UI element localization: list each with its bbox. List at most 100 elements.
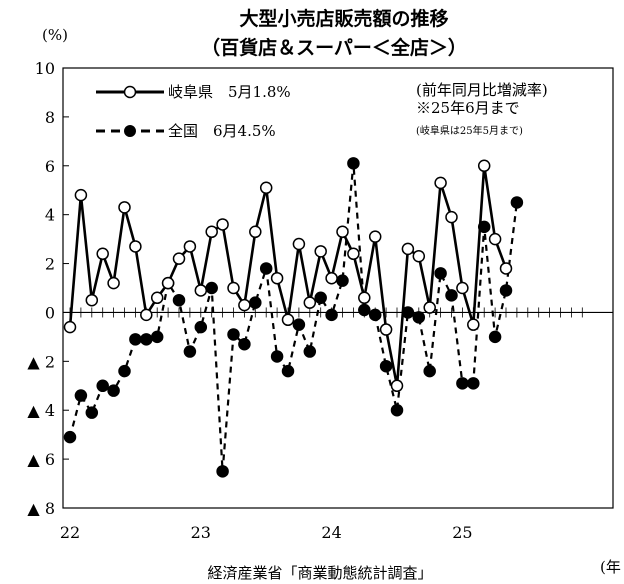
data-point-national: [96, 379, 109, 393]
data-point-gifu: [314, 245, 327, 258]
x-tick-label: 23: [191, 523, 211, 542]
data-point-gifu: [227, 281, 240, 295]
data-point-national: [259, 262, 273, 275]
y-tick-label: ▲ 8: [27, 499, 55, 518]
legend-label-gifu: 岐阜県 5月1.8%: [168, 83, 291, 101]
data-point-national: [499, 284, 513, 297]
data-point-gifu: [107, 276, 120, 290]
y-tick-label: 8: [45, 108, 55, 127]
data-point-national: [379, 359, 393, 373]
data-point-national: [107, 384, 120, 397]
source-text: 経済産業省「商業動態統計調査」: [207, 564, 432, 582]
data-point-gifu: [390, 379, 404, 393]
y-tick-label: ▲ 6: [27, 450, 55, 469]
data-point-national: [412, 311, 426, 324]
series-layer: [63, 157, 524, 478]
data-point-national: [292, 318, 306, 331]
data-point-gifu: [172, 252, 186, 265]
chart-subtitle: （百貨店＆スーパー＜全店＞）: [201, 36, 467, 59]
data-point-national: [227, 328, 240, 341]
data-point-national: [172, 293, 186, 307]
data-point-national: [336, 274, 349, 287]
data-point-national: [205, 281, 218, 295]
chart-title: 大型小売店販売額の推移: [239, 7, 448, 30]
data-point-gifu: [238, 298, 251, 312]
data-point-gifu: [161, 276, 175, 290]
data-point-national: [477, 220, 491, 234]
data-point-gifu: [140, 308, 153, 322]
data-point-gifu: [118, 201, 131, 214]
data-point-gifu: [63, 320, 77, 334]
data-point-national: [510, 196, 524, 209]
legend-marker-gifu: [123, 85, 137, 99]
data-point-gifu: [412, 249, 426, 263]
data-point-gifu: [325, 271, 338, 285]
data-point-gifu: [216, 218, 229, 231]
tick-labels: 10 8 6 4 2 0 ▲ 2 ▲ 4 ▲ 6 ▲ 8 22 23 24 25: [27, 59, 472, 542]
data-point-gifu: [259, 181, 273, 195]
data-point-national: [85, 406, 99, 419]
data-point-national: [281, 364, 295, 378]
data-point-gifu: [467, 318, 480, 331]
plot-frame: [62, 67, 614, 509]
data-point-national: [358, 303, 371, 317]
data-point-gifu: [96, 247, 109, 261]
data-point-gifu: [488, 232, 502, 246]
y-tick-label: ▲ 4: [27, 401, 55, 420]
data-point-national: [303, 345, 317, 358]
data-point-gifu: [423, 301, 436, 314]
x-axis-unit: (年: [600, 558, 621, 576]
note-yoy: (前年同月比増減率): [416, 81, 548, 99]
data-point-national: [456, 377, 469, 390]
data-point-national: [390, 403, 404, 417]
data-point-gifu: [270, 271, 284, 285]
data-point-national: [314, 291, 327, 305]
grid-layer: [62, 67, 614, 509]
data-point-national: [270, 350, 284, 363]
data-point-national: [434, 267, 447, 280]
data-point-gifu: [249, 225, 262, 239]
data-point-national: [194, 320, 208, 334]
data-point-gifu: [129, 240, 142, 253]
data-point-gifu: [368, 230, 382, 243]
data-point-national: [118, 364, 131, 378]
data-point-gifu: [347, 247, 360, 261]
data-point-gifu: [194, 284, 208, 297]
x-tick-label: 22: [60, 523, 80, 542]
data-point-national: [216, 465, 229, 478]
y-tick-label: 10: [35, 59, 55, 78]
data-point-national: [347, 157, 360, 170]
data-point-gifu: [445, 210, 458, 224]
data-point-national: [150, 330, 164, 344]
data-point-national: [423, 364, 436, 378]
note-period: ※25年6月まで: [416, 99, 520, 117]
y-tick-label: 4: [45, 206, 55, 225]
y-tick-label: 2: [45, 255, 55, 274]
data-point-national: [129, 333, 142, 346]
data-point-national: [401, 306, 415, 319]
data-point-gifu: [85, 293, 99, 307]
x-tick-label: 24: [321, 523, 341, 542]
data-point-gifu: [74, 188, 88, 202]
data-point-gifu: [336, 225, 349, 239]
data-point-gifu: [292, 237, 306, 251]
data-point-national: [74, 389, 88, 402]
data-point-gifu: [401, 242, 415, 256]
data-point-national: [445, 289, 458, 302]
data-point-national: [368, 308, 382, 322]
legend-marker-national: [124, 125, 136, 137]
y-tick-label: 0: [45, 303, 55, 322]
data-point-gifu: [150, 291, 164, 305]
y-tick-label: 6: [45, 157, 55, 176]
data-point-gifu: [456, 281, 469, 295]
data-point-national: [63, 430, 77, 444]
note-gifu-period: (岐阜県は25年5月まで): [416, 124, 523, 137]
data-point-national: [140, 333, 153, 346]
data-point-national: [488, 330, 502, 344]
data-point-national: [325, 308, 338, 322]
y-axis-unit: (%): [42, 26, 68, 44]
data-point-gifu: [205, 225, 218, 239]
data-point-gifu: [281, 313, 295, 327]
data-point-national: [467, 377, 480, 390]
